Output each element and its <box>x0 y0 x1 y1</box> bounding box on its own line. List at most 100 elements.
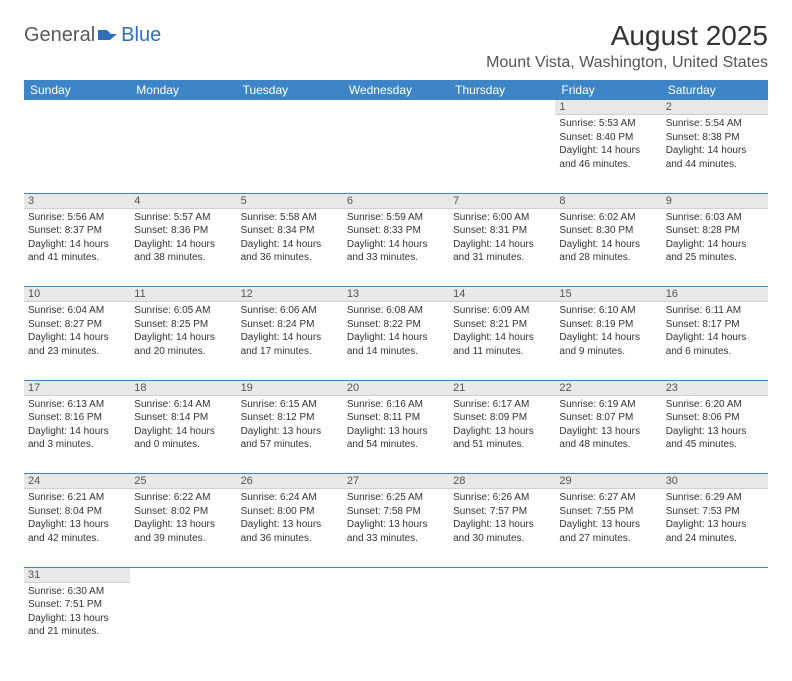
daylight-text-2: and 57 minutes. <box>241 438 339 452</box>
day-cell: Sunrise: 5:54 AMSunset: 8:38 PMDaylight:… <box>662 115 768 193</box>
day-details: Sunrise: 6:19 AMSunset: 8:07 PMDaylight:… <box>555 396 661 454</box>
daylight-text-1: Daylight: 13 hours <box>28 518 126 532</box>
sunrise-text: Sunrise: 5:59 AM <box>347 211 445 225</box>
daylight-text-1: Daylight: 13 hours <box>666 425 764 439</box>
daylight-text-1: Daylight: 13 hours <box>347 518 445 532</box>
day-number: 5 <box>237 194 343 209</box>
weekday-header: Tuesday <box>237 80 343 100</box>
day-cell: Sunrise: 6:27 AMSunset: 7:55 PMDaylight:… <box>555 489 661 567</box>
daylight-text-2: and 38 minutes. <box>134 251 232 265</box>
day-number: 7 <box>449 194 555 209</box>
sunset-text: Sunset: 8:00 PM <box>241 505 339 519</box>
daylight-text-2: and 30 minutes. <box>453 532 551 546</box>
empty-cell <box>237 583 343 661</box>
sunset-text: Sunset: 8:04 PM <box>28 505 126 519</box>
day-number: 6 <box>343 194 449 209</box>
day-cell: Sunrise: 5:56 AMSunset: 8:37 PMDaylight:… <box>24 209 130 287</box>
daylight-text-2: and 54 minutes. <box>347 438 445 452</box>
daylight-text-1: Daylight: 13 hours <box>559 425 657 439</box>
daylight-text-1: Daylight: 14 hours <box>134 238 232 252</box>
sunrise-text: Sunrise: 6:13 AM <box>28 398 126 412</box>
weekday-header: Sunday <box>24 80 130 100</box>
sunrise-text: Sunrise: 5:58 AM <box>241 211 339 225</box>
daylight-text-1: Daylight: 14 hours <box>134 425 232 439</box>
day-cell: Sunrise: 6:14 AMSunset: 8:14 PMDaylight:… <box>130 396 236 474</box>
day-cell: Sunrise: 6:04 AMSunset: 8:27 PMDaylight:… <box>24 302 130 380</box>
daylight-text-2: and 44 minutes. <box>666 158 764 172</box>
empty-cell <box>130 583 236 661</box>
day-number: 19 <box>237 381 343 396</box>
daylight-text-2: and 21 minutes. <box>28 625 126 639</box>
daylight-text-2: and 11 minutes. <box>453 345 551 359</box>
day-cell: Sunrise: 6:17 AMSunset: 8:09 PMDaylight:… <box>449 396 555 474</box>
week-row: Sunrise: 5:53 AMSunset: 8:40 PMDaylight:… <box>24 115 768 193</box>
empty-daynum <box>130 100 236 115</box>
calendar-body: 12Sunrise: 5:53 AMSunset: 8:40 PMDayligh… <box>24 100 768 661</box>
sunrise-text: Sunrise: 6:08 AM <box>347 304 445 318</box>
sunset-text: Sunset: 8:02 PM <box>134 505 232 519</box>
day-number: 9 <box>662 194 768 209</box>
day-number: 22 <box>555 381 661 396</box>
daylight-text-1: Daylight: 14 hours <box>241 238 339 252</box>
day-details: Sunrise: 6:03 AMSunset: 8:28 PMDaylight:… <box>662 209 768 267</box>
week-row: Sunrise: 6:13 AMSunset: 8:16 PMDaylight:… <box>24 396 768 474</box>
empty-daynum <box>343 100 449 115</box>
day-number: 2 <box>662 100 768 115</box>
day-number: 16 <box>662 287 768 302</box>
day-number: 21 <box>449 381 555 396</box>
daylight-text-2: and 23 minutes. <box>28 345 126 359</box>
day-cell: Sunrise: 6:21 AMSunset: 8:04 PMDaylight:… <box>24 489 130 567</box>
empty-daynum <box>662 567 768 583</box>
day-number: 27 <box>343 474 449 489</box>
day-cell: Sunrise: 6:13 AMSunset: 8:16 PMDaylight:… <box>24 396 130 474</box>
daylight-text-2: and 17 minutes. <box>241 345 339 359</box>
day-cell: Sunrise: 6:30 AMSunset: 7:51 PMDaylight:… <box>24 583 130 661</box>
day-number: 13 <box>343 287 449 302</box>
daylight-text-2: and 24 minutes. <box>666 532 764 546</box>
week-row: Sunrise: 6:04 AMSunset: 8:27 PMDaylight:… <box>24 302 768 380</box>
day-details: Sunrise: 6:05 AMSunset: 8:25 PMDaylight:… <box>130 302 236 360</box>
daylight-text-1: Daylight: 14 hours <box>28 238 126 252</box>
day-details: Sunrise: 6:15 AMSunset: 8:12 PMDaylight:… <box>237 396 343 454</box>
day-number: 24 <box>24 474 130 489</box>
day-details: Sunrise: 5:56 AMSunset: 8:37 PMDaylight:… <box>24 209 130 267</box>
daynum-row: 31 <box>24 567 768 583</box>
weekday-header: Thursday <box>449 80 555 100</box>
sunrise-text: Sunrise: 6:16 AM <box>347 398 445 412</box>
day-number: 26 <box>237 474 343 489</box>
daylight-text-2: and 14 minutes. <box>347 345 445 359</box>
daylight-text-2: and 6 minutes. <box>666 345 764 359</box>
empty-cell <box>662 583 768 661</box>
daylight-text-1: Daylight: 13 hours <box>241 425 339 439</box>
day-cell: Sunrise: 6:26 AMSunset: 7:57 PMDaylight:… <box>449 489 555 567</box>
empty-daynum <box>555 567 661 583</box>
day-number: 20 <box>343 381 449 396</box>
day-details: Sunrise: 6:08 AMSunset: 8:22 PMDaylight:… <box>343 302 449 360</box>
empty-daynum <box>24 100 130 115</box>
day-number: 4 <box>130 194 236 209</box>
day-details: Sunrise: 5:54 AMSunset: 8:38 PMDaylight:… <box>662 115 768 173</box>
sunset-text: Sunset: 7:57 PM <box>453 505 551 519</box>
sunset-text: Sunset: 8:07 PM <box>559 411 657 425</box>
weekday-header: Friday <box>555 80 661 100</box>
daylight-text-1: Daylight: 14 hours <box>28 331 126 345</box>
sunrise-text: Sunrise: 6:14 AM <box>134 398 232 412</box>
brand-logo: General Blue <box>24 24 161 47</box>
sunset-text: Sunset: 8:40 PM <box>559 131 657 145</box>
daylight-text-2: and 41 minutes. <box>28 251 126 265</box>
sunset-text: Sunset: 8:33 PM <box>347 224 445 238</box>
empty-cell <box>449 583 555 661</box>
sunrise-text: Sunrise: 5:56 AM <box>28 211 126 225</box>
header: General Blue August 2025 Mount Vista, Wa… <box>24 20 768 72</box>
sunrise-text: Sunrise: 6:21 AM <box>28 491 126 505</box>
sunset-text: Sunset: 7:58 PM <box>347 505 445 519</box>
day-details: Sunrise: 6:17 AMSunset: 8:09 PMDaylight:… <box>449 396 555 454</box>
empty-cell <box>24 115 130 193</box>
daylight-text-1: Daylight: 14 hours <box>559 238 657 252</box>
daylight-text-2: and 51 minutes. <box>453 438 551 452</box>
day-details: Sunrise: 6:13 AMSunset: 8:16 PMDaylight:… <box>24 396 130 454</box>
daylight-text-2: and 3 minutes. <box>28 438 126 452</box>
day-cell: Sunrise: 6:06 AMSunset: 8:24 PMDaylight:… <box>237 302 343 380</box>
daylight-text-2: and 42 minutes. <box>28 532 126 546</box>
sunset-text: Sunset: 8:09 PM <box>453 411 551 425</box>
